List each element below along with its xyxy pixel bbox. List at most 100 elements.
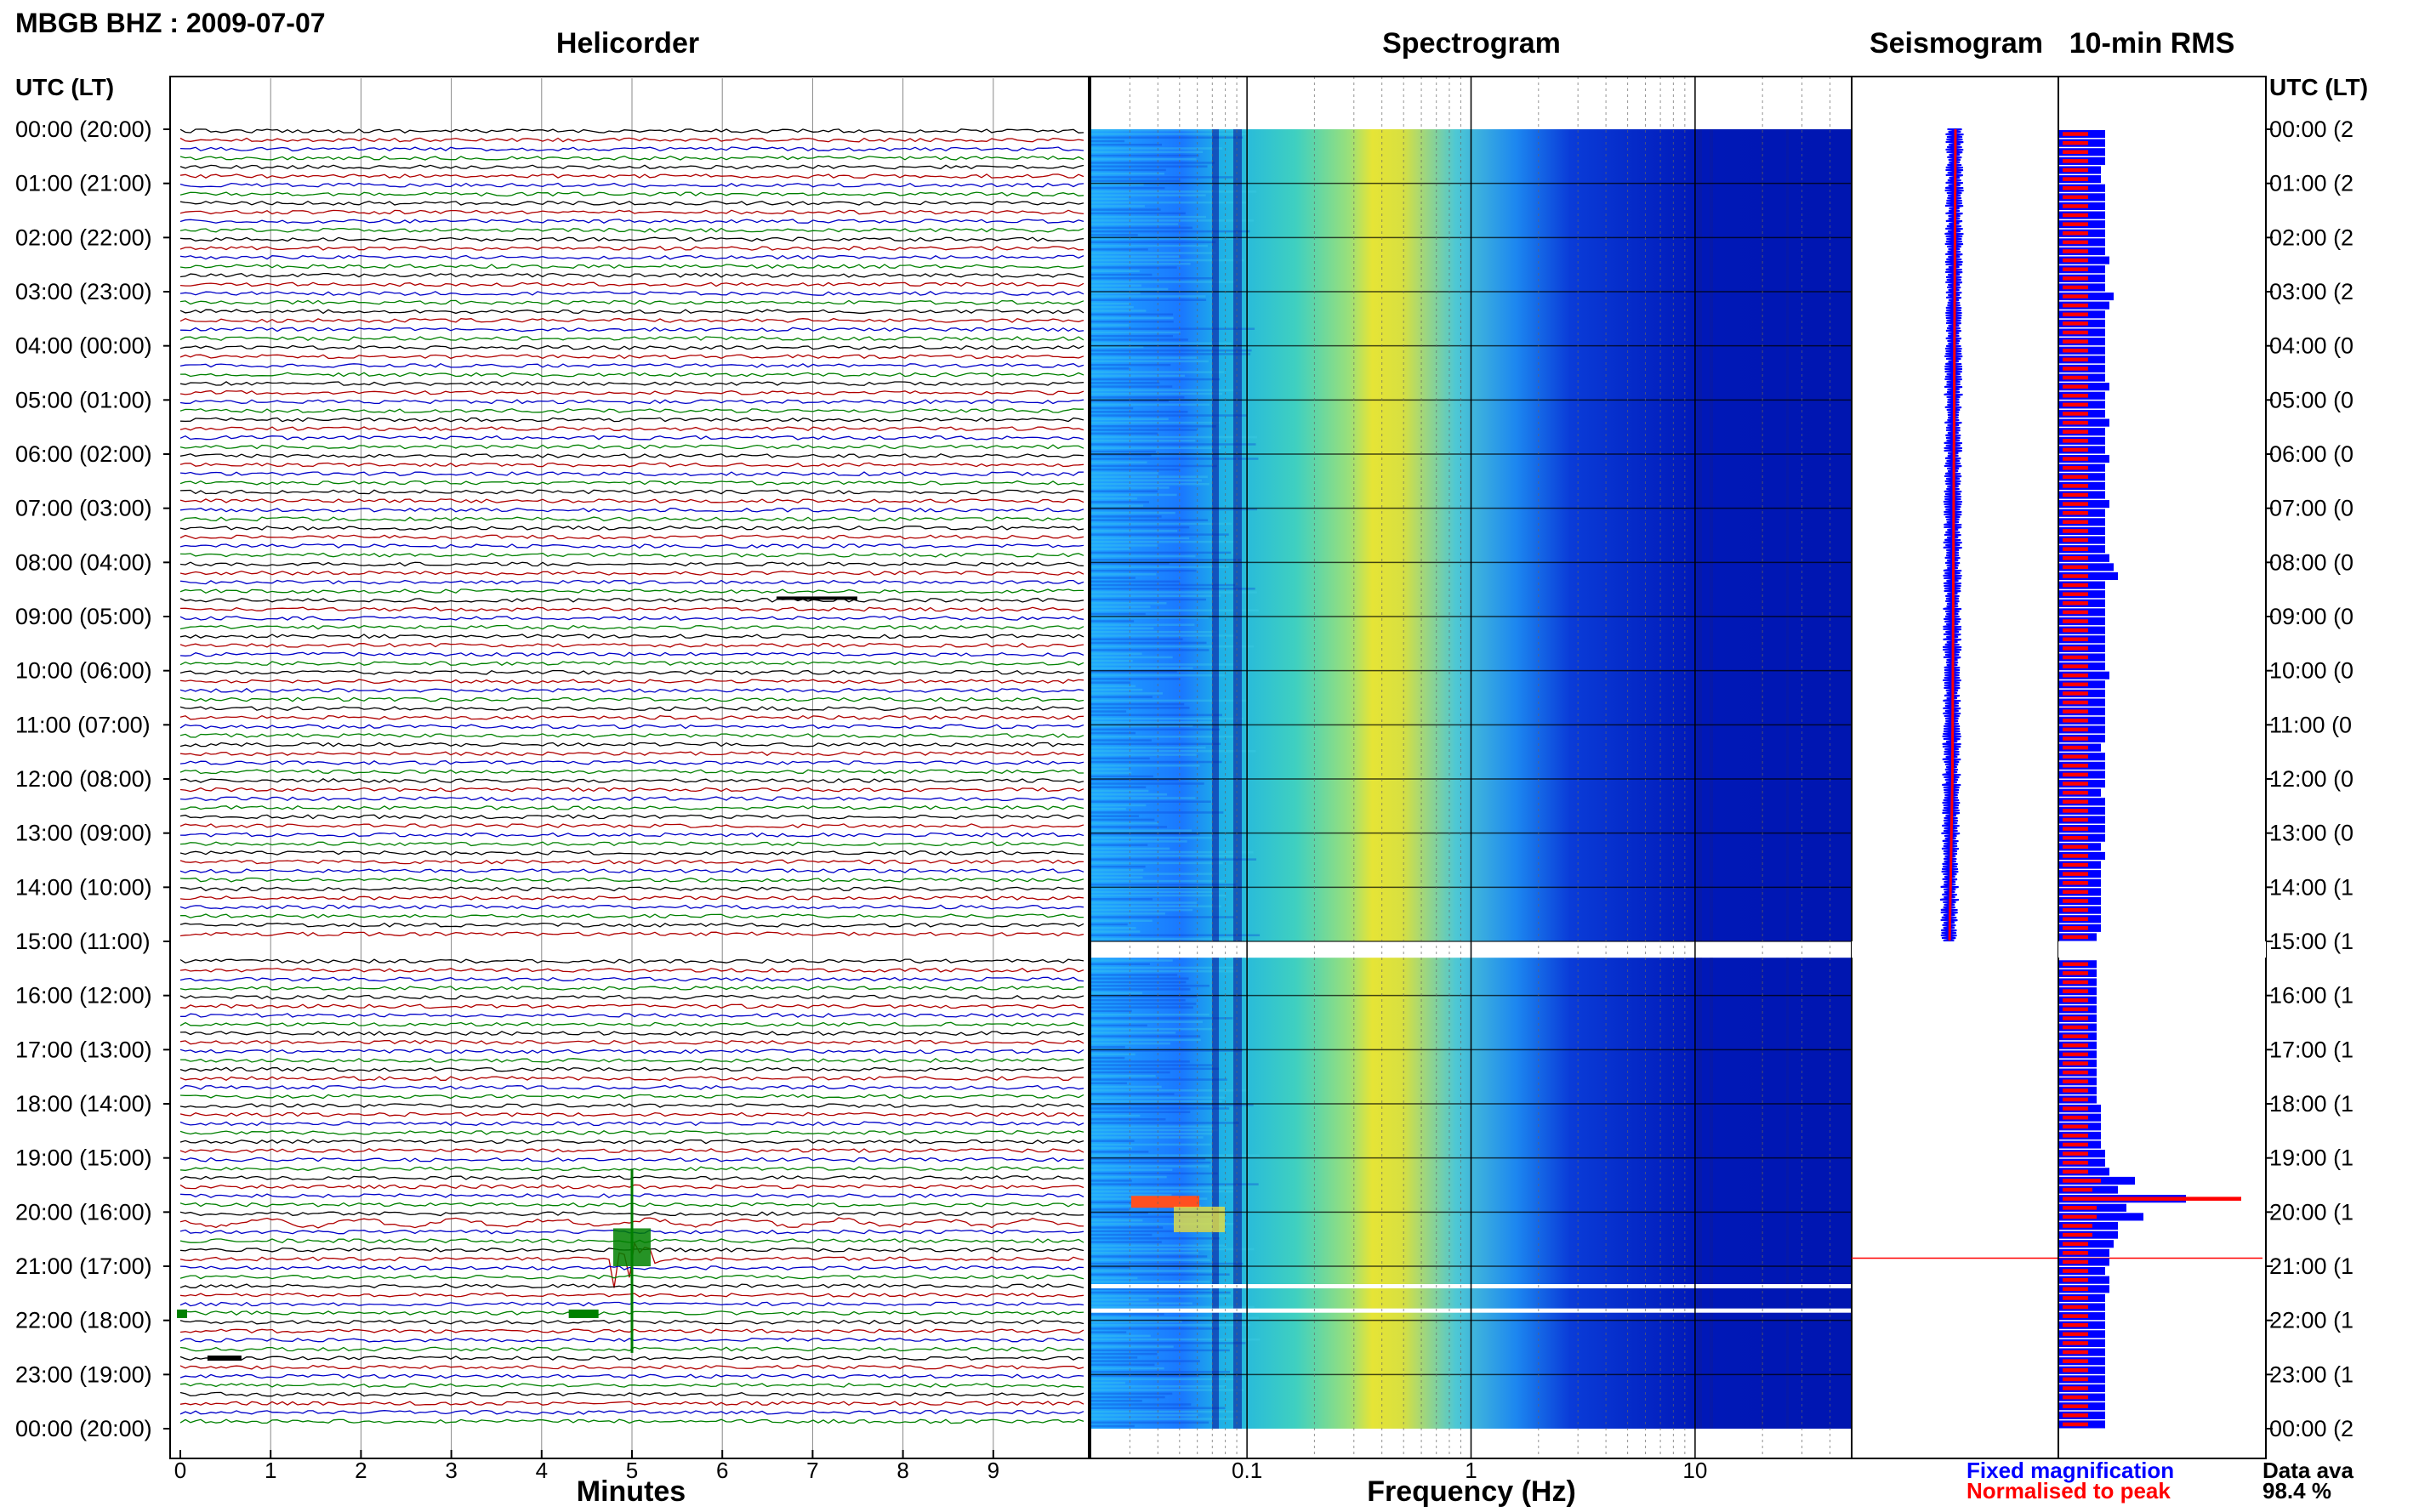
spectrogram-row <box>1090 1334 1151 1338</box>
spectrogram-row <box>1090 728 1220 731</box>
spectrogram-row <box>1090 927 1136 929</box>
spectrogram-row <box>1090 479 1202 482</box>
helicorder-trace <box>179 291 1084 296</box>
spectrogram-row <box>1090 1151 1149 1153</box>
rms-bar-normalised <box>2063 213 2088 218</box>
spectrogram-row <box>1090 1302 1192 1305</box>
spectrogram-row <box>1090 1208 1130 1211</box>
spectrogram-row <box>1090 793 1168 796</box>
spectrogram-row <box>1090 605 1151 608</box>
spectrogram-row <box>1090 186 1165 190</box>
rms-bar-normalised <box>2063 709 2088 713</box>
spectrogram-row <box>1090 1215 1215 1219</box>
spectrogram-row <box>1090 1316 1259 1319</box>
helicorder-trace <box>179 769 1084 775</box>
spectrogram-row <box>1090 1183 1259 1185</box>
spectrogram-row <box>1090 645 1255 648</box>
helicorder-trace <box>179 1139 1084 1145</box>
spectrogram-row <box>1090 696 1153 698</box>
spectrogram-row <box>1090 1042 1170 1045</box>
spectrogram-row <box>1090 757 1150 760</box>
time-label-right: 20:00 (1 <box>2269 1199 2354 1225</box>
helicorder-trace <box>179 616 1084 621</box>
spectrogram-row <box>1090 1075 1156 1077</box>
spectrogram-row <box>1090 594 1221 598</box>
helicorder-panel <box>169 76 1090 1459</box>
helicorder-trace <box>179 327 1084 333</box>
time-label-right: 18:00 (1 <box>2269 1091 2354 1117</box>
helicorder-trace <box>179 1031 1084 1037</box>
spectrogram-panel <box>1090 76 1853 1459</box>
spectrogram-row <box>1090 908 1193 912</box>
spectrogram-row <box>1090 508 1258 511</box>
spectrogram-row <box>1090 1038 1201 1042</box>
spectrogram-row <box>1090 190 1257 193</box>
spectrogram-row <box>1090 396 1185 399</box>
rms-bar-normalised <box>2063 1404 2088 1408</box>
helicorder-trace <box>179 137 1084 143</box>
time-label-left: 03:00 (23:00) <box>15 279 152 304</box>
spectrogram-row <box>1090 504 1144 507</box>
spectrogram-row <box>1090 1381 1125 1384</box>
time-label-left: 19:00 (15:00) <box>15 1145 152 1171</box>
spectrogram-row <box>1090 905 1221 908</box>
rms-bar-normalised <box>2063 312 2088 317</box>
spectrogram-row <box>1090 1125 1217 1128</box>
helicorder-trace <box>179 931 1084 937</box>
spectrogram-row <box>1090 753 1197 756</box>
rms-bar-normalised <box>2063 1359 2088 1363</box>
rms-bar-normalised <box>2063 339 2088 344</box>
spectrogram-row <box>1090 223 1179 225</box>
spectrogram-row <box>1090 1212 1148 1214</box>
helicorder-trace <box>179 408 1084 413</box>
spectrogram-row <box>1090 1400 1142 1402</box>
rms-bar-normalised <box>2063 1142 2088 1147</box>
helicorder-trace <box>179 381 1084 386</box>
helicorder-trace <box>179 281 1084 287</box>
spectrogram-row <box>1090 1104 1254 1106</box>
helicorder-trace <box>179 1130 1084 1135</box>
spectrogram-row <box>1090 919 1153 923</box>
spectrogram-row <box>1090 887 1239 890</box>
spectrogram-row <box>1090 998 1186 1002</box>
rms-bar-normalised <box>2063 402 2088 407</box>
spectrogram-row <box>1090 277 1213 280</box>
rms-bar-normalised <box>2063 1296 2088 1300</box>
spectrogram-row <box>1090 959 1173 962</box>
time-label-right: 22:00 (1 <box>2269 1308 2354 1333</box>
helicorder-title: Helicorder <box>556 27 699 60</box>
spectrogram-row <box>1090 731 1136 735</box>
helicorder-trace <box>179 552 1084 558</box>
rms-bar-normalised <box>2063 980 2088 985</box>
rms-bar-normalised <box>2063 249 2088 253</box>
spectrogram-row <box>1090 670 1177 674</box>
helicorder-trace <box>179 778 1084 783</box>
helicorder-trace <box>179 462 1084 468</box>
rms-bar-normalised <box>2063 258 2088 263</box>
spectrogram-row <box>1090 1013 1210 1016</box>
time-label-left: 08:00 (04:00) <box>15 549 152 575</box>
spectrogram-row <box>1090 966 1239 969</box>
helicorder-trace <box>179 742 1084 747</box>
rms-bar-normalised <box>2063 917 2088 921</box>
helicorder-trace <box>179 1111 1084 1117</box>
spectrogram-row <box>1090 1179 1132 1182</box>
spectrogram-row <box>1090 1035 1201 1037</box>
spectrogram-row <box>1090 281 1236 283</box>
spectrogram-row <box>1090 1305 1255 1309</box>
helicorder-trace <box>179 868 1084 874</box>
spectrogram-row <box>1090 382 1160 384</box>
rms-bar-normalised <box>2063 1106 2088 1111</box>
spectrogram-row <box>1090 327 1255 330</box>
rms-bar-normalised <box>2063 719 2088 723</box>
rms-bar-normalised <box>2063 1034 2088 1038</box>
spectrogram-row <box>1090 1060 1190 1063</box>
helicorder-tick-label: 7 <box>806 1458 818 1483</box>
helicorder-frame <box>169 76 1090 1459</box>
rms-bar-normalised <box>2063 222 2088 226</box>
spectrogram-row <box>1090 569 1197 572</box>
helicorder-trace <box>179 904 1084 910</box>
spectrogram-row <box>1090 1154 1260 1157</box>
rms-bar-normalised <box>2063 772 2088 777</box>
